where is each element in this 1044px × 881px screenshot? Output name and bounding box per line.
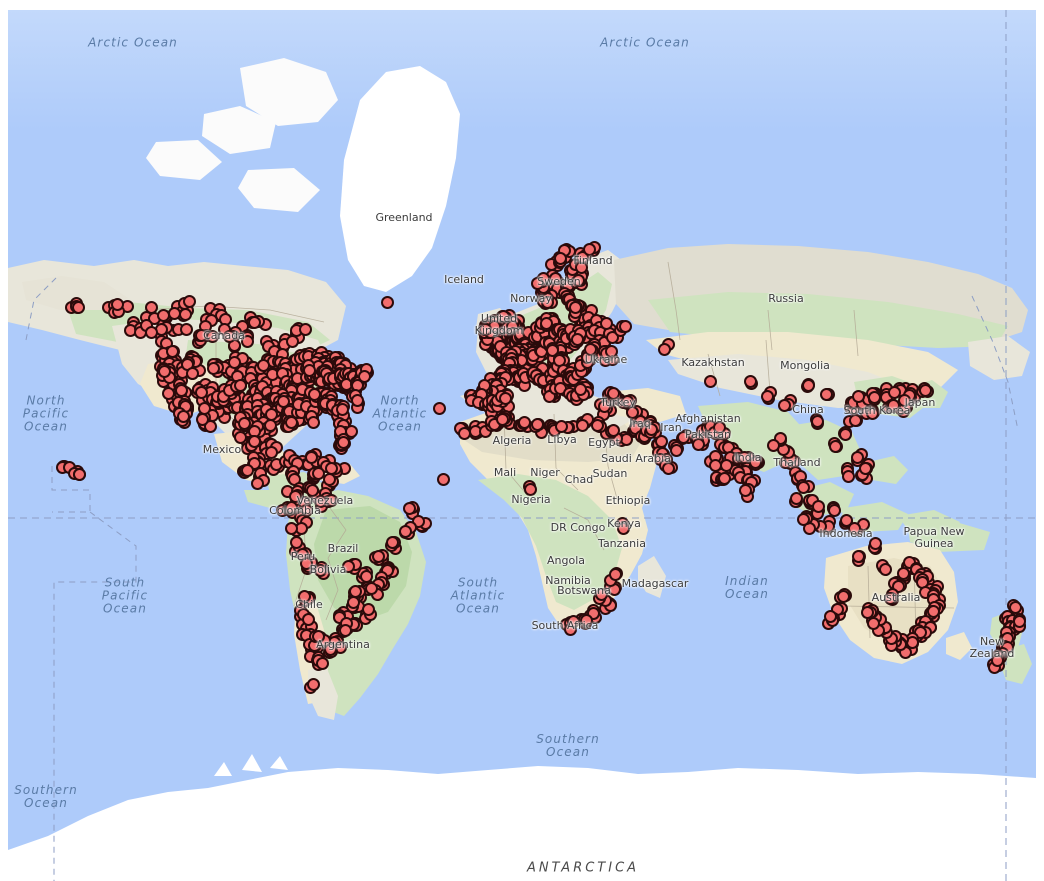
africa-landmass [460, 408, 666, 628]
map-marker[interactable] [240, 335, 254, 349]
data-point-markers[interactable] [8, 10, 1036, 881]
map-marker[interactable] [195, 412, 209, 426]
map-marker[interactable] [286, 334, 300, 348]
asia-landmass [614, 244, 1030, 480]
map-marker[interactable] [111, 297, 125, 311]
map-marker[interactable] [233, 378, 247, 392]
map-marker[interactable] [161, 387, 175, 401]
map-marker[interactable] [227, 355, 241, 369]
graticule-lines [8, 10, 1036, 881]
continent-label: ANTARCTICA [526, 860, 640, 876]
map-marker[interactable] [145, 326, 159, 340]
map-marker[interactable] [186, 366, 200, 380]
map-marker[interactable] [205, 330, 219, 344]
map-marker[interactable] [176, 410, 190, 424]
map-marker[interactable] [247, 316, 261, 330]
map-marker[interactable] [71, 301, 85, 315]
map-marker[interactable] [179, 322, 193, 336]
map-marker[interactable] [157, 364, 171, 378]
map-marker[interactable] [222, 330, 236, 344]
map-marker[interactable] [182, 295, 196, 309]
maritime-boundaries [25, 277, 1019, 881]
map-marker[interactable] [179, 307, 193, 321]
antarctica-landmass [8, 754, 1036, 881]
world-map[interactable]: Arctic Ocean Arctic Ocean North Pacific Oc… [8, 10, 1036, 881]
ice-sheets [146, 58, 460, 292]
map-marker[interactable] [298, 323, 312, 337]
map-marker[interactable] [195, 386, 209, 400]
continent-labels-layer: ANTARCTICA [8, 10, 1036, 881]
map-marker[interactable] [207, 361, 220, 375]
